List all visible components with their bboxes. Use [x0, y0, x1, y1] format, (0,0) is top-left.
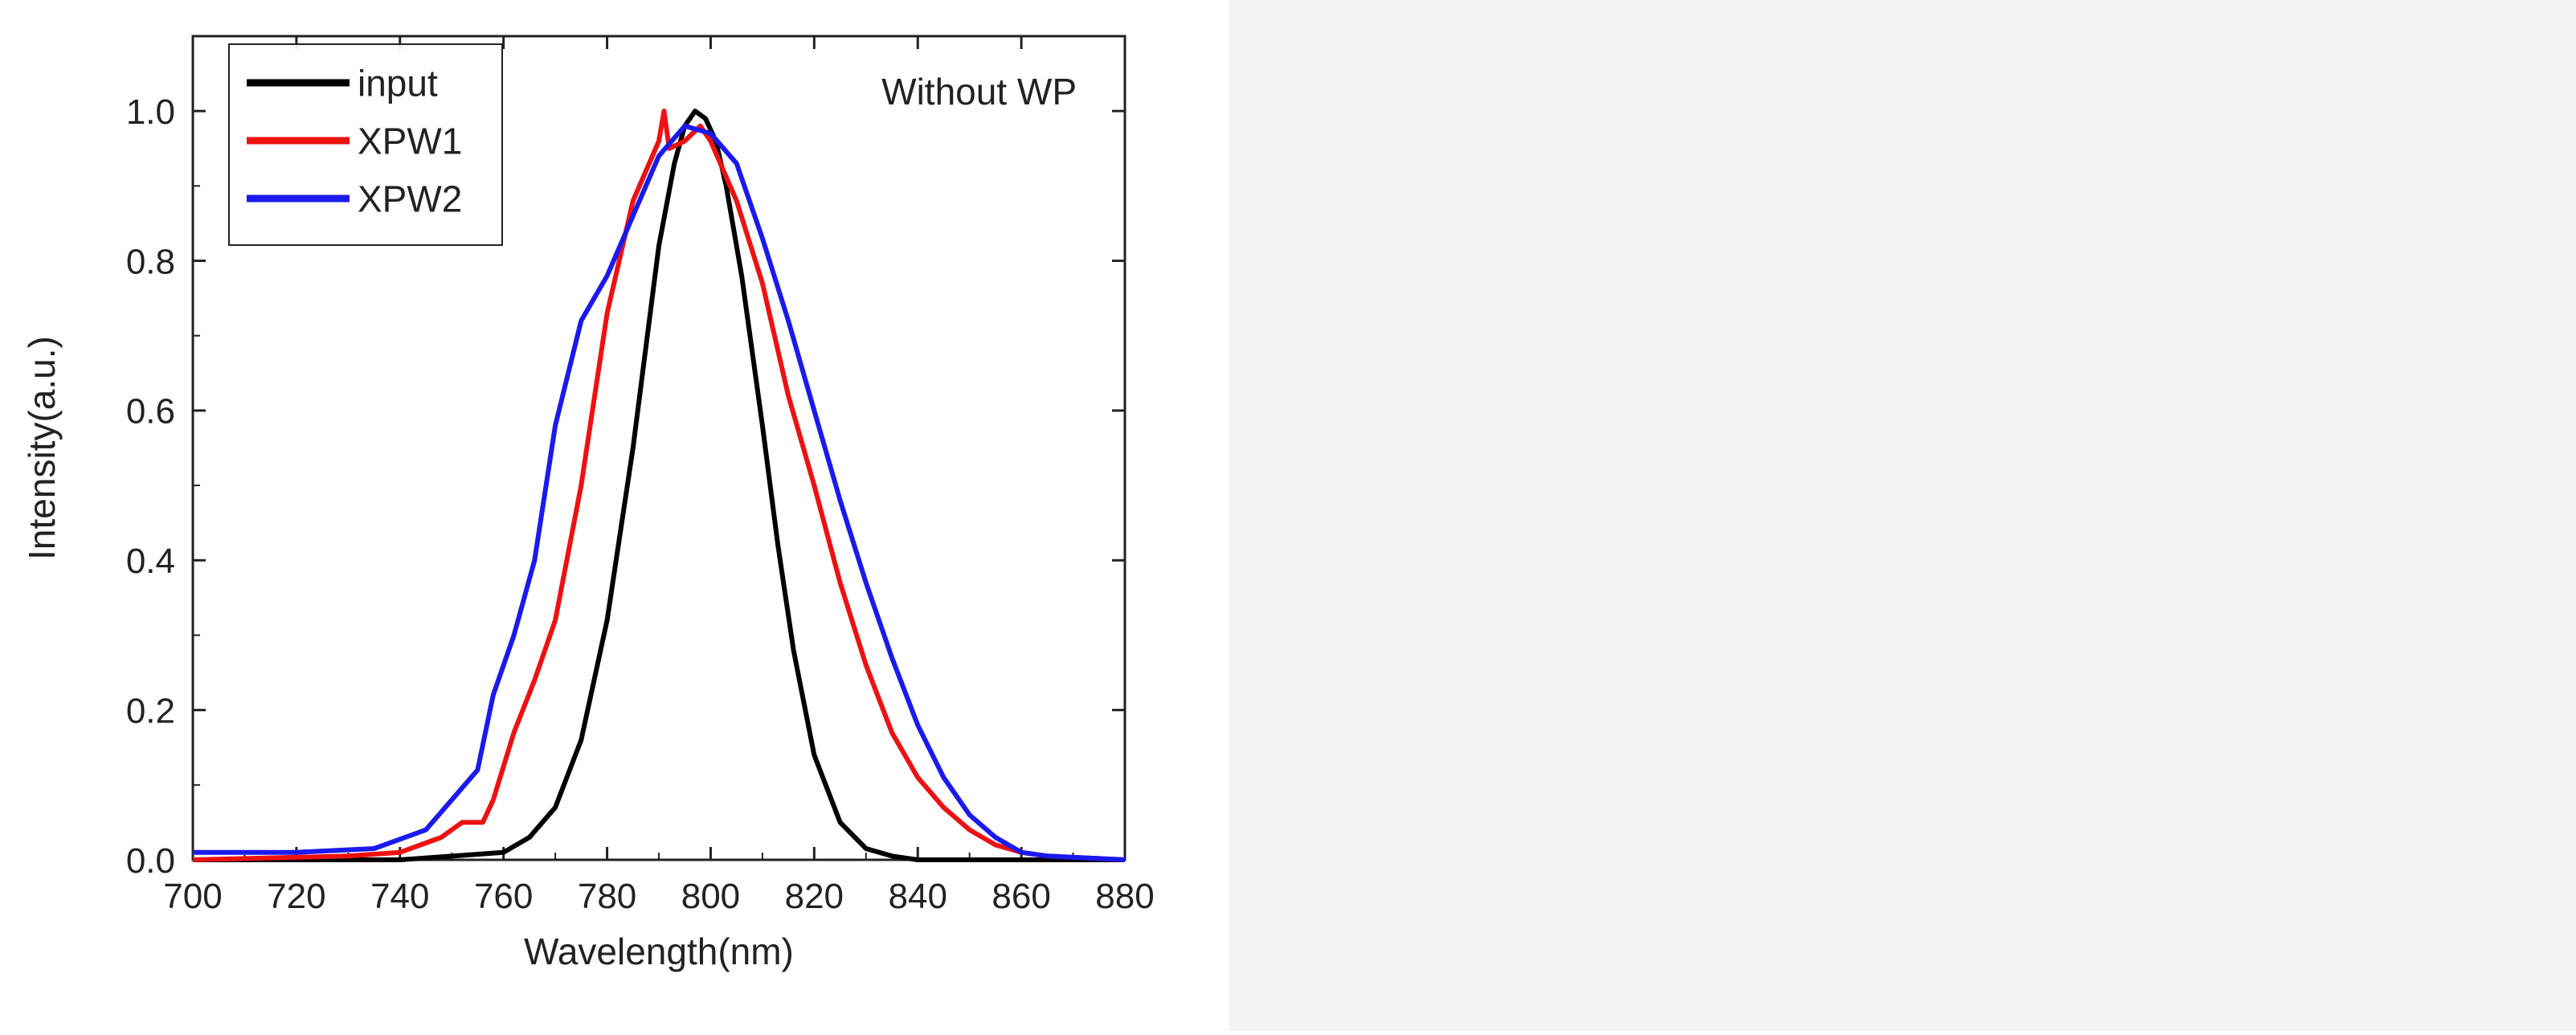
y-tick-label: 0.8 [126, 242, 175, 281]
x-tick-label: 780 [578, 877, 636, 916]
legend-label-xpw2: XPW2 [358, 178, 462, 220]
x-tick-label: 700 [163, 877, 222, 916]
right-panel-background [1229, 0, 2576, 1031]
y-axis-title: Intensity(a.u.) [21, 336, 63, 560]
x-axis-title: Wavelength(nm) [524, 931, 794, 972]
x-tick-label: 820 [785, 877, 844, 916]
series-line-xpw2 [193, 123, 1126, 862]
y-tick-label: 0.2 [126, 691, 175, 730]
y-tick-label: 0.0 [126, 841, 175, 881]
y-tick-label: 0.6 [126, 392, 175, 432]
x-tick-label: 740 [370, 877, 429, 916]
legend-label-xpw1: XPW1 [358, 121, 462, 162]
x-tick-label: 720 [267, 877, 325, 916]
y-tick-label: 0.4 [126, 542, 175, 581]
chart-panel-1: 700 720 740 760 780 800 820 840 860 880 0.0 0.2 0.4 0… [21, 35, 1155, 972]
chart-annotation: Without WP [881, 71, 1077, 112]
x-tick-label: 800 [681, 877, 740, 916]
series-line-input [193, 108, 1125, 862]
x-tick-label: 860 [992, 877, 1050, 916]
x-tick-label: 880 [1095, 877, 1154, 916]
x-tick-label: 840 [889, 877, 947, 916]
legend-box [228, 43, 503, 246]
legend-label-input: input [358, 63, 438, 104]
x-tick-label: 760 [474, 877, 533, 916]
y-tick-label: 1.0 [126, 92, 175, 132]
series-line-xpw1 [192, 108, 1126, 862]
